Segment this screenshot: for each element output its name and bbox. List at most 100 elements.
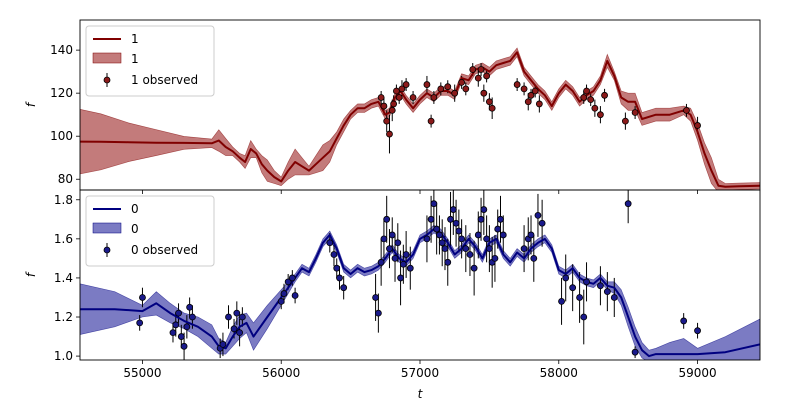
top-uncertainty-band [80,47,760,190]
top-observed-point [583,87,590,95]
bottom-observed-point [631,348,639,356]
bottom-observed-point [336,274,343,282]
bottom-observed-point [406,264,414,272]
bottom-x-ticks: 55000 56000 57000 58000 59000 [123,360,717,380]
bottom-observed-point [330,251,338,258]
top-observed-point [531,87,539,95]
bottom-observed-point [480,206,488,213]
bottom-observed-point [183,323,191,331]
bottom-observed-point [455,227,463,235]
bottom-uncertainty-band [80,224,760,360]
top-observed-point [601,91,608,99]
top-observed-point [398,85,406,93]
bottom-observed-point [441,245,449,253]
bottom-observed-point [444,258,452,266]
bottom-xtick-label: 56000 [262,366,300,380]
bottom-observed-point [477,215,485,223]
bottom-observed-point [180,342,188,350]
top-observed-point [451,89,459,97]
bottom-observed-point [175,309,182,317]
top-observed-point [444,83,452,91]
bottom-legend: 0 0 0 observed [85,195,215,267]
top-observed-point [380,102,388,110]
top-observed-point [527,91,535,99]
top-legend-marker-swatch [103,76,111,84]
top-observed-point [485,98,493,106]
bottom-observed-point [233,309,241,317]
top-legend-label-observed: 1 observed [131,73,198,87]
top-observed-point [694,122,701,129]
top-ytick-label: 80 [58,172,73,186]
bottom-plot-area [80,190,760,360]
bottom-observed-point [326,239,334,247]
top-observed-point [409,94,417,101]
bottom-ytick-label: 1.4 [54,271,73,285]
bottom-observed-point [603,288,611,296]
bottom-observed-point [189,313,196,321]
top-ytick-label: 100 [50,129,73,143]
bottom-observed-point [580,313,588,321]
top-legend-label-band: 1 [131,52,139,66]
bottom-observed-point [277,297,285,305]
top-observed-point [437,85,445,93]
bottom-observed-point [624,200,632,208]
bottom-observed-point [230,325,238,333]
top-observed-point [580,94,588,101]
bottom-legend-band-swatch [92,222,122,234]
bottom-observed-point [391,254,399,262]
bottom-observed-point [569,284,577,292]
bottom-observed-point [436,231,443,239]
top-observed-point [587,96,595,104]
top-observed-point [597,111,604,119]
top-ylabel: f [24,101,38,107]
bottom-observed-point [284,278,292,286]
bottom-observed-point [494,225,502,233]
bottom-observed-point [236,329,243,337]
bottom-observed-point [483,235,491,243]
top-ytick-label: 120 [50,86,73,100]
bottom-observed-point [394,239,402,247]
bottom-observed-point [497,215,504,223]
top-observed-point [386,130,393,138]
top-observed-point [683,106,690,114]
bottom-observed-point [491,254,499,262]
bottom-observed-point [169,329,177,337]
top-observed-point [524,98,532,106]
bottom-observed-point [177,333,185,340]
top-observed-point [458,79,466,86]
top-observed-point [462,85,470,93]
top-x-ticks [142,190,698,194]
top-observed-point [469,66,477,73]
bottom-observed-point [372,294,379,301]
bottom-xtick-label: 55000 [123,366,161,380]
bottom-observed-point [423,235,431,243]
bottom-observed-point [433,225,441,233]
bottom-observed-point [402,251,410,258]
bottom-observed-point [470,264,478,272]
bottom-observed-point [597,282,604,290]
bottom-observed-point [499,231,507,239]
top-plot-area [80,47,760,190]
top-observed-point [474,74,482,82]
bottom-observed-point [538,219,546,227]
bottom-legend-label-band: 0 [131,222,139,236]
bottom-observed-point [377,258,385,266]
bottom-observed-point [558,297,565,305]
bottom-observed-point [449,206,457,213]
bottom-y-ticks: 1.0 1.2 1.4 1.6 1.8 [54,193,80,363]
top-observed-point [390,100,398,108]
top-observed-point [483,72,491,80]
bottom-ytick-label: 1.8 [54,193,73,207]
bottom-observed-point [397,274,404,282]
bottom-xtick-label: 58000 [540,366,578,380]
bottom-observed-point [430,200,438,208]
bottom-observed-point [399,260,407,268]
bottom-observed-point [438,239,446,247]
bottom-observed-point [452,219,460,227]
top-observed-point [535,100,543,108]
top-legend-band-swatch [92,52,122,64]
bottom-observed-point [427,215,435,223]
bottom-observed-point [610,294,618,301]
bottom-xlabel: t [418,387,424,400]
bottom-ytick-label: 1.0 [54,349,73,363]
